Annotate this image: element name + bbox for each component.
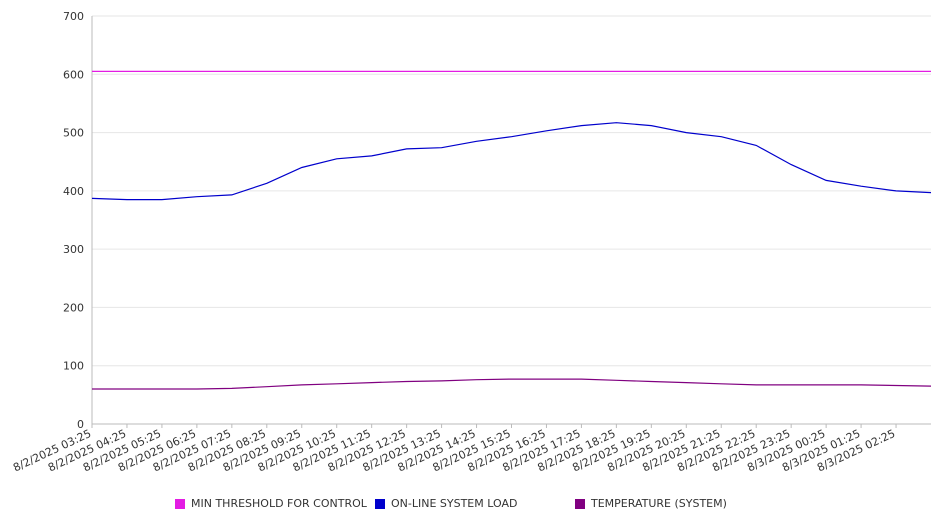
legend-swatch-icon [575,498,585,509]
legend-item-system-load: ON-LINE SYSTEM LOAD [375,497,517,510]
series-line-1 [91,122,932,201]
axes [91,16,931,425]
y-tick-label: 100 [63,360,84,373]
legend: MIN THRESHOLD FOR CONTROL ON-LINE SYSTEM… [0,497,946,515]
legend-label: MIN THRESHOLD FOR CONTROL [191,497,367,510]
y-tick-label: 0 [77,418,84,431]
legend-item-min-threshold: MIN THRESHOLD FOR CONTROL [175,497,367,510]
legend-swatch-icon [375,498,385,509]
y-tick-label: 300 [63,243,84,256]
series-lines [91,70,932,390]
legend-label: ON-LINE SYSTEM LOAD [391,497,518,510]
y-tick-label: 500 [63,127,84,140]
x-axis-ticks: 8/2/2025 03:258/2/2025 04:258/2/2025 05:… [11,424,897,474]
legend-swatch-icon [175,498,185,509]
y-tick-label: 200 [63,301,84,314]
y-tick-label: 400 [63,185,84,198]
grid-lines [92,15,931,425]
legend-label: TEMPERATURE (SYSTEM) [591,497,727,510]
y-tick-label: 700 [63,10,84,23]
y-axis-ticks: 0 100 200 300 400 500 600 700 [63,10,84,431]
legend-item-temperature: TEMPERATURE (SYSTEM) [575,497,727,510]
y-tick-label: 600 [63,68,84,81]
series-line-2 [92,378,932,390]
